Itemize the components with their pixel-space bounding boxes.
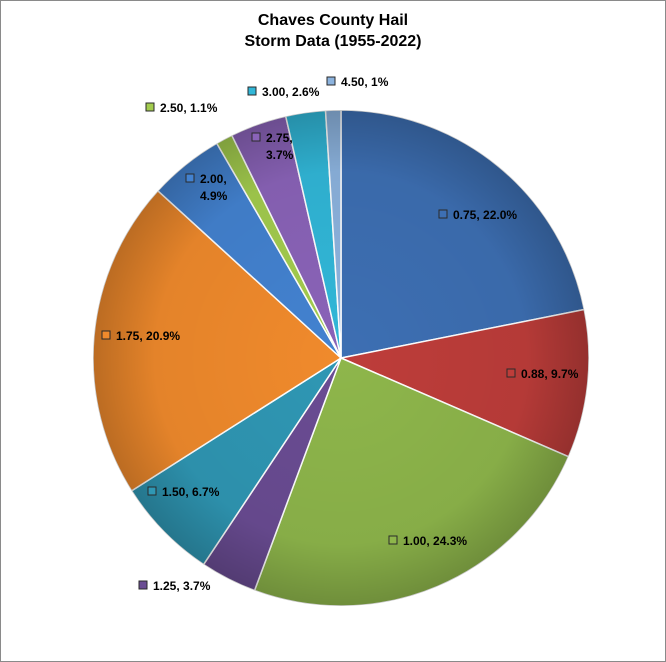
pie-label-3-00: 3.00, 2.6%	[247, 85, 320, 99]
data-label-text: 1.00, 24.3%	[403, 534, 467, 548]
label-color-key	[138, 580, 148, 590]
pie-label-1-25: 1.25, 3.7%	[138, 579, 211, 593]
pie-label-1-50: 1.50, 6.7%	[147, 485, 220, 499]
label-color-key	[251, 132, 261, 142]
label-color-key	[388, 535, 398, 545]
chart-title-line-2: Storm Data (1955-2022)	[244, 33, 422, 50]
label-color-key	[326, 76, 336, 86]
label-color-key	[147, 486, 157, 496]
data-label-text: 3.00, 2.6%	[262, 85, 320, 99]
label-color-key	[145, 102, 155, 112]
pie-label-1-00: 1.00, 24.3%	[388, 534, 467, 548]
chart-title-line-1: Chaves County Hail	[257, 12, 409, 29]
data-label-text: 1.25, 3.7%	[153, 579, 211, 593]
data-label-text: 4.9%	[200, 189, 228, 203]
chart-title: Chaves County Hail Storm Data (1955-2022…	[0, 10, 666, 52]
data-label-text: 0.75, 22.0%	[453, 208, 517, 222]
data-label-text: 2.00,	[200, 172, 227, 186]
pie-label-4-50: 4.50, 1%	[326, 75, 389, 89]
data-label-text: 2.75,	[266, 131, 293, 145]
label-color-key	[185, 173, 195, 183]
data-label-text: 3.7%	[266, 148, 294, 162]
pie-label-2-00: 2.00, 4.9%	[185, 172, 228, 203]
label-color-key	[101, 330, 111, 340]
data-label-text: 1.50, 6.7%	[162, 485, 220, 499]
pie-label-1-75: 1.75, 20.9%	[101, 329, 180, 343]
data-label-text: 4.50, 1%	[341, 75, 389, 89]
pie-label-0-88: 0.88, 9.7%	[506, 367, 579, 381]
data-label-text: 0.88, 9.7%	[521, 367, 579, 381]
pie-label-2-50: 2.50, 1.1%	[145, 101, 218, 115]
label-color-key	[247, 86, 257, 96]
data-label-text: 1.75, 20.9%	[116, 329, 180, 343]
pie-label-2-75: 2.75, 3.7%	[251, 131, 294, 162]
label-color-key	[438, 209, 448, 219]
data-label-text: 2.50, 1.1%	[160, 101, 218, 115]
pie-label-0-75: 0.75, 22.0%	[438, 208, 517, 222]
label-color-key	[506, 368, 516, 378]
